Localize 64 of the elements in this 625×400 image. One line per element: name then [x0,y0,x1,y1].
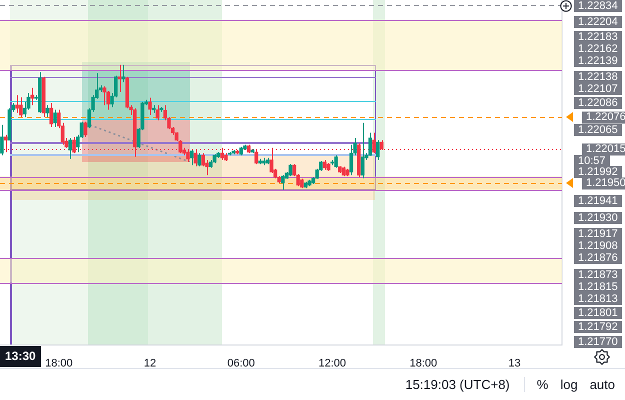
text: 1.22834 [574,0,622,12]
text: 1.22065 [574,124,622,136]
text: log [559,377,579,392]
candlestick [53,109,57,128]
text: 1.22162 [574,43,622,55]
candlestick [49,102,54,128]
text: auto [588,377,616,392]
candlestick [376,140,380,160]
text: % [536,377,550,392]
text: 1.22138 [574,71,622,83]
text: 1.21876 [574,252,622,264]
x-tick-label: 18:00 [410,358,438,370]
text: 1.22107 [574,83,622,95]
candlestick [322,159,326,170]
candlestick [349,144,354,176]
text: 1.22086 [574,97,622,109]
text: 1.22139 [574,55,622,67]
candlestick [198,152,202,167]
y-tick-label: 1.22015 [586,143,625,156]
candlestick [342,166,346,177]
candlestick [0,124,4,156]
text: 1.22183 [574,31,622,43]
candlestick [106,90,110,110]
candlestick [300,178,304,189]
candlestick [122,64,126,83]
x-tick-label: 18:00 [45,358,73,370]
text: 1.21908 [574,240,622,252]
candlestick [15,94,19,114]
x-tick-label: 06:00 [227,358,255,370]
text: 1.21992 [574,166,622,178]
text: 1.21930 [574,212,622,224]
candlestick [372,132,376,154]
text: 1.21801 [574,307,622,319]
candlestick [102,86,106,106]
text: 10:57 [574,155,610,167]
candlestick [148,97,152,116]
text: 1.21792 [574,321,622,333]
x-tick-label: 13 [508,358,521,370]
candlestick [84,121,88,138]
y-tick-label: 1.21950 [586,176,625,189]
y-tick-label: 1.22076 [586,111,625,124]
text: 15:19:03 (UTC+8) [399,377,525,392]
text: 1.21941 [574,195,622,207]
candlestick [190,150,194,166]
candlestick [334,154,338,168]
text: 1.21770 [574,336,622,348]
candlestick [360,122,364,179]
candlestick [368,132,372,156]
candlestick [201,152,205,167]
text: 13:30 [0,346,41,367]
text: 1.21815 [574,281,622,293]
text: 1.22204 [574,16,622,28]
candlestick [118,64,122,92]
text: 1.21873 [574,269,622,281]
candlestick [281,174,285,190]
x-tick-label: 12 [144,358,156,370]
candlestick [156,104,160,121]
text: 1.21813 [574,293,622,305]
text: 1.21917 [574,228,622,240]
x-tick-label: 12:00 [318,358,346,370]
candlestick [46,104,50,118]
candlestick [19,96,23,118]
candlestick [68,138,72,160]
candlestick [288,164,292,177]
